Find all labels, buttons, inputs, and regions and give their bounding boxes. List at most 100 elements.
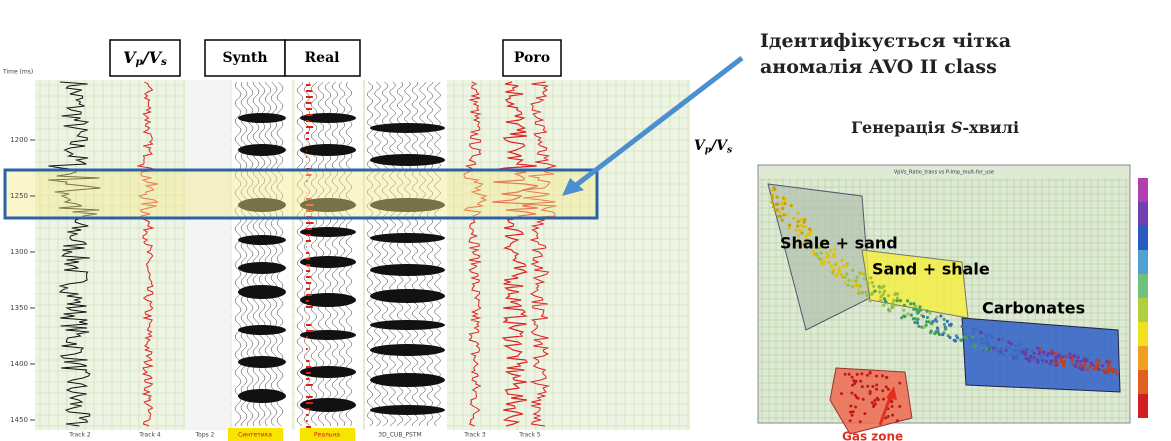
point <box>863 277 867 281</box>
point <box>870 401 874 405</box>
point <box>850 375 854 379</box>
reflection <box>370 154 445 166</box>
point <box>833 247 837 251</box>
point <box>856 291 861 295</box>
point <box>1054 363 1058 367</box>
point <box>965 336 969 340</box>
point <box>917 324 921 328</box>
point <box>895 299 899 303</box>
point <box>980 341 984 345</box>
point <box>1102 369 1106 373</box>
point <box>780 218 784 222</box>
point <box>995 347 999 351</box>
point <box>881 389 885 393</box>
point <box>1032 351 1036 355</box>
reflection <box>370 373 445 387</box>
point <box>854 283 858 287</box>
color-step <box>1138 202 1148 226</box>
point <box>1097 358 1101 362</box>
point <box>1045 353 1049 357</box>
log-curve <box>522 81 558 427</box>
trace <box>246 81 254 427</box>
trace <box>411 81 419 427</box>
crossplot-title: Генерація S-хвилі <box>851 118 1019 137</box>
point <box>928 311 932 315</box>
point <box>831 271 835 275</box>
track-footer: Track 2 <box>68 432 91 439</box>
point <box>1014 348 1018 352</box>
point <box>861 290 865 295</box>
point <box>797 239 801 243</box>
point <box>933 318 938 322</box>
title-part: Генерація <box>851 118 951 137</box>
point <box>1022 347 1026 351</box>
point <box>906 299 910 303</box>
reflection <box>300 398 356 412</box>
point <box>949 322 953 326</box>
point <box>896 292 900 296</box>
point <box>937 332 942 337</box>
point <box>936 329 940 333</box>
trace <box>264 81 272 427</box>
vp-vs-part: V <box>123 48 137 67</box>
trace <box>270 81 278 427</box>
point <box>881 292 885 296</box>
vp-vs-part: s <box>727 144 732 155</box>
arrow <box>573 56 744 188</box>
trace <box>374 81 381 427</box>
point <box>954 334 959 338</box>
trace <box>381 81 389 427</box>
point <box>1035 358 1040 362</box>
anomaly-band <box>3 168 599 220</box>
point <box>860 385 864 389</box>
point <box>879 295 883 299</box>
point <box>1019 342 1023 346</box>
point <box>921 314 926 319</box>
point <box>882 289 887 293</box>
point <box>999 346 1003 350</box>
point <box>970 335 974 339</box>
reflection <box>300 366 356 378</box>
color-step <box>1138 250 1148 274</box>
trace <box>434 81 441 427</box>
point <box>825 241 829 245</box>
point <box>1062 363 1066 368</box>
point <box>898 381 902 385</box>
reflection <box>238 113 286 123</box>
log-curve <box>492 81 539 427</box>
point <box>912 302 916 306</box>
point <box>990 336 995 340</box>
point <box>1064 355 1068 359</box>
reflection <box>238 262 286 274</box>
point <box>836 272 840 276</box>
point <box>1050 350 1054 354</box>
point <box>925 309 929 313</box>
reflection <box>300 144 356 156</box>
zone-label: Carbonates <box>982 299 1085 318</box>
trace <box>389 81 396 427</box>
synth-track <box>232 80 292 430</box>
tick-label: 1400 <box>10 360 28 368</box>
vp-vs-part: s <box>161 56 167 68</box>
point <box>1049 359 1053 363</box>
point <box>854 279 858 283</box>
point <box>1075 359 1079 363</box>
point <box>972 327 976 332</box>
point <box>784 198 788 202</box>
reflection <box>370 123 445 133</box>
point <box>890 302 895 306</box>
trace <box>258 81 266 427</box>
reflection <box>370 405 445 415</box>
point <box>927 320 931 324</box>
point <box>884 416 888 420</box>
point <box>828 248 833 252</box>
point <box>840 273 845 277</box>
pstm-track <box>365 80 447 430</box>
gas-arrow-head <box>886 386 897 400</box>
point <box>850 413 854 417</box>
trace <box>404 81 411 427</box>
point <box>1105 359 1109 363</box>
trace <box>240 81 248 427</box>
footer-box <box>228 428 283 441</box>
